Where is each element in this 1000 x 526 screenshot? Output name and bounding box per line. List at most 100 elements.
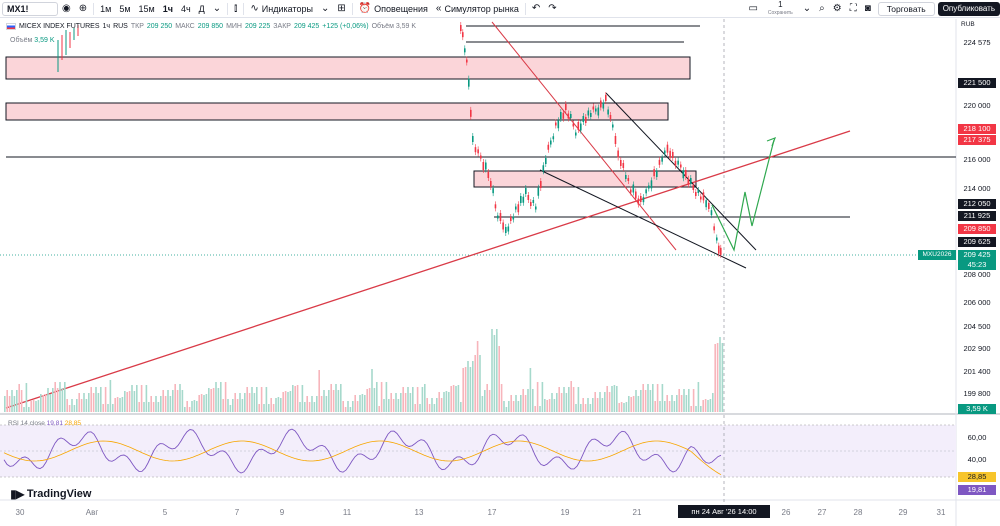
- candle-body: [710, 210, 713, 216]
- legend-low-label: МИН: [226, 23, 242, 30]
- settings-gear-icon[interactable]: ⚙: [832, 3, 842, 14]
- interval-1d[interactable]: Д: [198, 3, 205, 14]
- volume-bar: [395, 393, 397, 412]
- resistance-zone-mid[interactable]: [5, 102, 669, 121]
- volume-bar: [145, 385, 148, 412]
- volume-bar: [707, 400, 709, 412]
- volume-bar: [352, 401, 354, 412]
- candle-body: [575, 132, 577, 136]
- volume-bar: [253, 393, 256, 412]
- volume-bar: [318, 370, 320, 412]
- candle-body: [666, 144, 669, 153]
- channel-upper-line[interactable]: [605, 92, 757, 251]
- candle-body: [540, 181, 542, 188]
- projection-path[interactable]: [711, 139, 775, 252]
- volume-bar: [148, 402, 150, 412]
- interval-15m[interactable]: 15м: [138, 3, 155, 14]
- volume-bar: [637, 396, 640, 412]
- time-cursor-label: пн 24 Авг '26 14:00: [678, 505, 770, 518]
- layout-menu-icon[interactable]: ▭: [748, 3, 758, 14]
- redo-icon[interactable]: ↷: [548, 3, 557, 14]
- interval-1m[interactable]: 1м: [100, 3, 112, 14]
- add-symbol-icon[interactable]: ⊕: [78, 3, 88, 14]
- channel-lower-line[interactable]: [539, 169, 747, 269]
- ascending-trendline[interactable]: [5, 130, 851, 409]
- volume-bar: [512, 401, 515, 412]
- candle-body: [477, 149, 479, 154]
- currency-label[interactable]: RUB: [961, 21, 975, 28]
- volume-bar: [215, 382, 217, 412]
- volume-bar: [608, 392, 611, 412]
- volume-bar: [162, 390, 164, 412]
- volume-bar: [685, 395, 688, 412]
- candle-body: [592, 106, 595, 110]
- price-scale-label: 206 000: [963, 298, 991, 307]
- indicators-button[interactable]: ∿ Индикаторы: [246, 0, 317, 18]
- descending-trendline[interactable]: [491, 21, 677, 251]
- candle-body: [664, 150, 666, 154]
- replay-button[interactable]: « Симулятор рынка: [432, 0, 523, 18]
- volume-bar: [426, 398, 428, 412]
- volume-bar: [119, 398, 121, 412]
- volume-bar: [114, 398, 116, 412]
- russia-flag-icon: [6, 23, 16, 30]
- symbol-search-input[interactable]: MX1!: [2, 1, 58, 16]
- interval-5m[interactable]: 5м: [119, 3, 131, 14]
- resistance-zone-top[interactable]: [5, 56, 691, 80]
- volume-bar: [491, 329, 493, 412]
- fullscreen-icon[interactable]: ⛶: [849, 3, 857, 14]
- volume-legend[interactable]: Объём 3,59 K: [10, 37, 55, 44]
- candle-body: [637, 198, 640, 205]
- candle-body: [680, 164, 682, 168]
- publish-button[interactable]: Опубликовать: [937, 1, 1000, 16]
- interval-1h[interactable]: 1ч: [162, 3, 173, 14]
- volume-bar: [73, 405, 76, 412]
- price-scale-label: 216 000: [963, 155, 991, 164]
- undo-icon[interactable]: ↶: [531, 3, 541, 14]
- volume-bar: [373, 388, 376, 412]
- chevron-down-icon[interactable]: ⌄: [802, 3, 812, 14]
- volume-series[interactable]: [4, 329, 724, 412]
- volume-bar: [304, 402, 306, 412]
- volume-bar: [361, 394, 364, 412]
- rsi-line[interactable]: [3, 428, 722, 474]
- volume-bar: [275, 398, 277, 412]
- candles-series[interactable]: [57, 22, 722, 258]
- rsi-legend[interactable]: RSI 14 close 19,81 28,85: [8, 420, 81, 427]
- volume-bar: [287, 392, 289, 412]
- tradingview-logo[interactable]: ▮▶ TradingView: [10, 487, 91, 501]
- volume-bar: [169, 396, 172, 412]
- series-legend[interactable]: MICEX INDEX FUTURES 1ч RUS ТКР 209 250 МА…: [6, 23, 416, 30]
- camera-icon[interactable]: ◙: [864, 3, 871, 14]
- price-scale-label: 204 500: [963, 322, 991, 331]
- candles-icon[interactable]: ⫾: [234, 3, 238, 14]
- volume-bar: [246, 387, 248, 412]
- candle-body: [607, 109, 609, 115]
- layouts-icon[interactable]: ⊞: [337, 3, 346, 14]
- time-axis-label: 9: [279, 508, 285, 517]
- volume-bar: [481, 396, 484, 412]
- volume-bar: [606, 386, 608, 412]
- trade-button[interactable]: Торговать: [877, 1, 935, 16]
- volume-bar: [248, 393, 251, 412]
- chevron-down-icon[interactable]: ⌄: [320, 3, 330, 14]
- chevron-down-icon[interactable]: ⌄: [212, 3, 222, 14]
- quick-search-icon[interactable]: ⌕: [819, 3, 825, 14]
- supply-zone[interactable]: [473, 170, 697, 188]
- volume-bar: [488, 390, 491, 412]
- volume-bar: [700, 406, 702, 412]
- interval-4h[interactable]: 4ч: [180, 3, 191, 14]
- eye-icon[interactable]: ◉: [62, 3, 71, 14]
- volume-bar: [520, 395, 522, 412]
- volume-bar: [299, 402, 301, 412]
- rsi-ma-line[interactable]: [3, 440, 722, 476]
- alerts-button[interactable]: ⏰ Оповещения: [355, 0, 432, 18]
- candle-body: [713, 226, 715, 231]
- volume-bar: [260, 387, 263, 412]
- volume-bar: [330, 384, 332, 412]
- volume-bar: [104, 387, 107, 412]
- volume-bar: [601, 398, 604, 412]
- save-button[interactable]: 1 Сохранить: [762, 0, 799, 17]
- time-axis-label: 29: [898, 508, 908, 517]
